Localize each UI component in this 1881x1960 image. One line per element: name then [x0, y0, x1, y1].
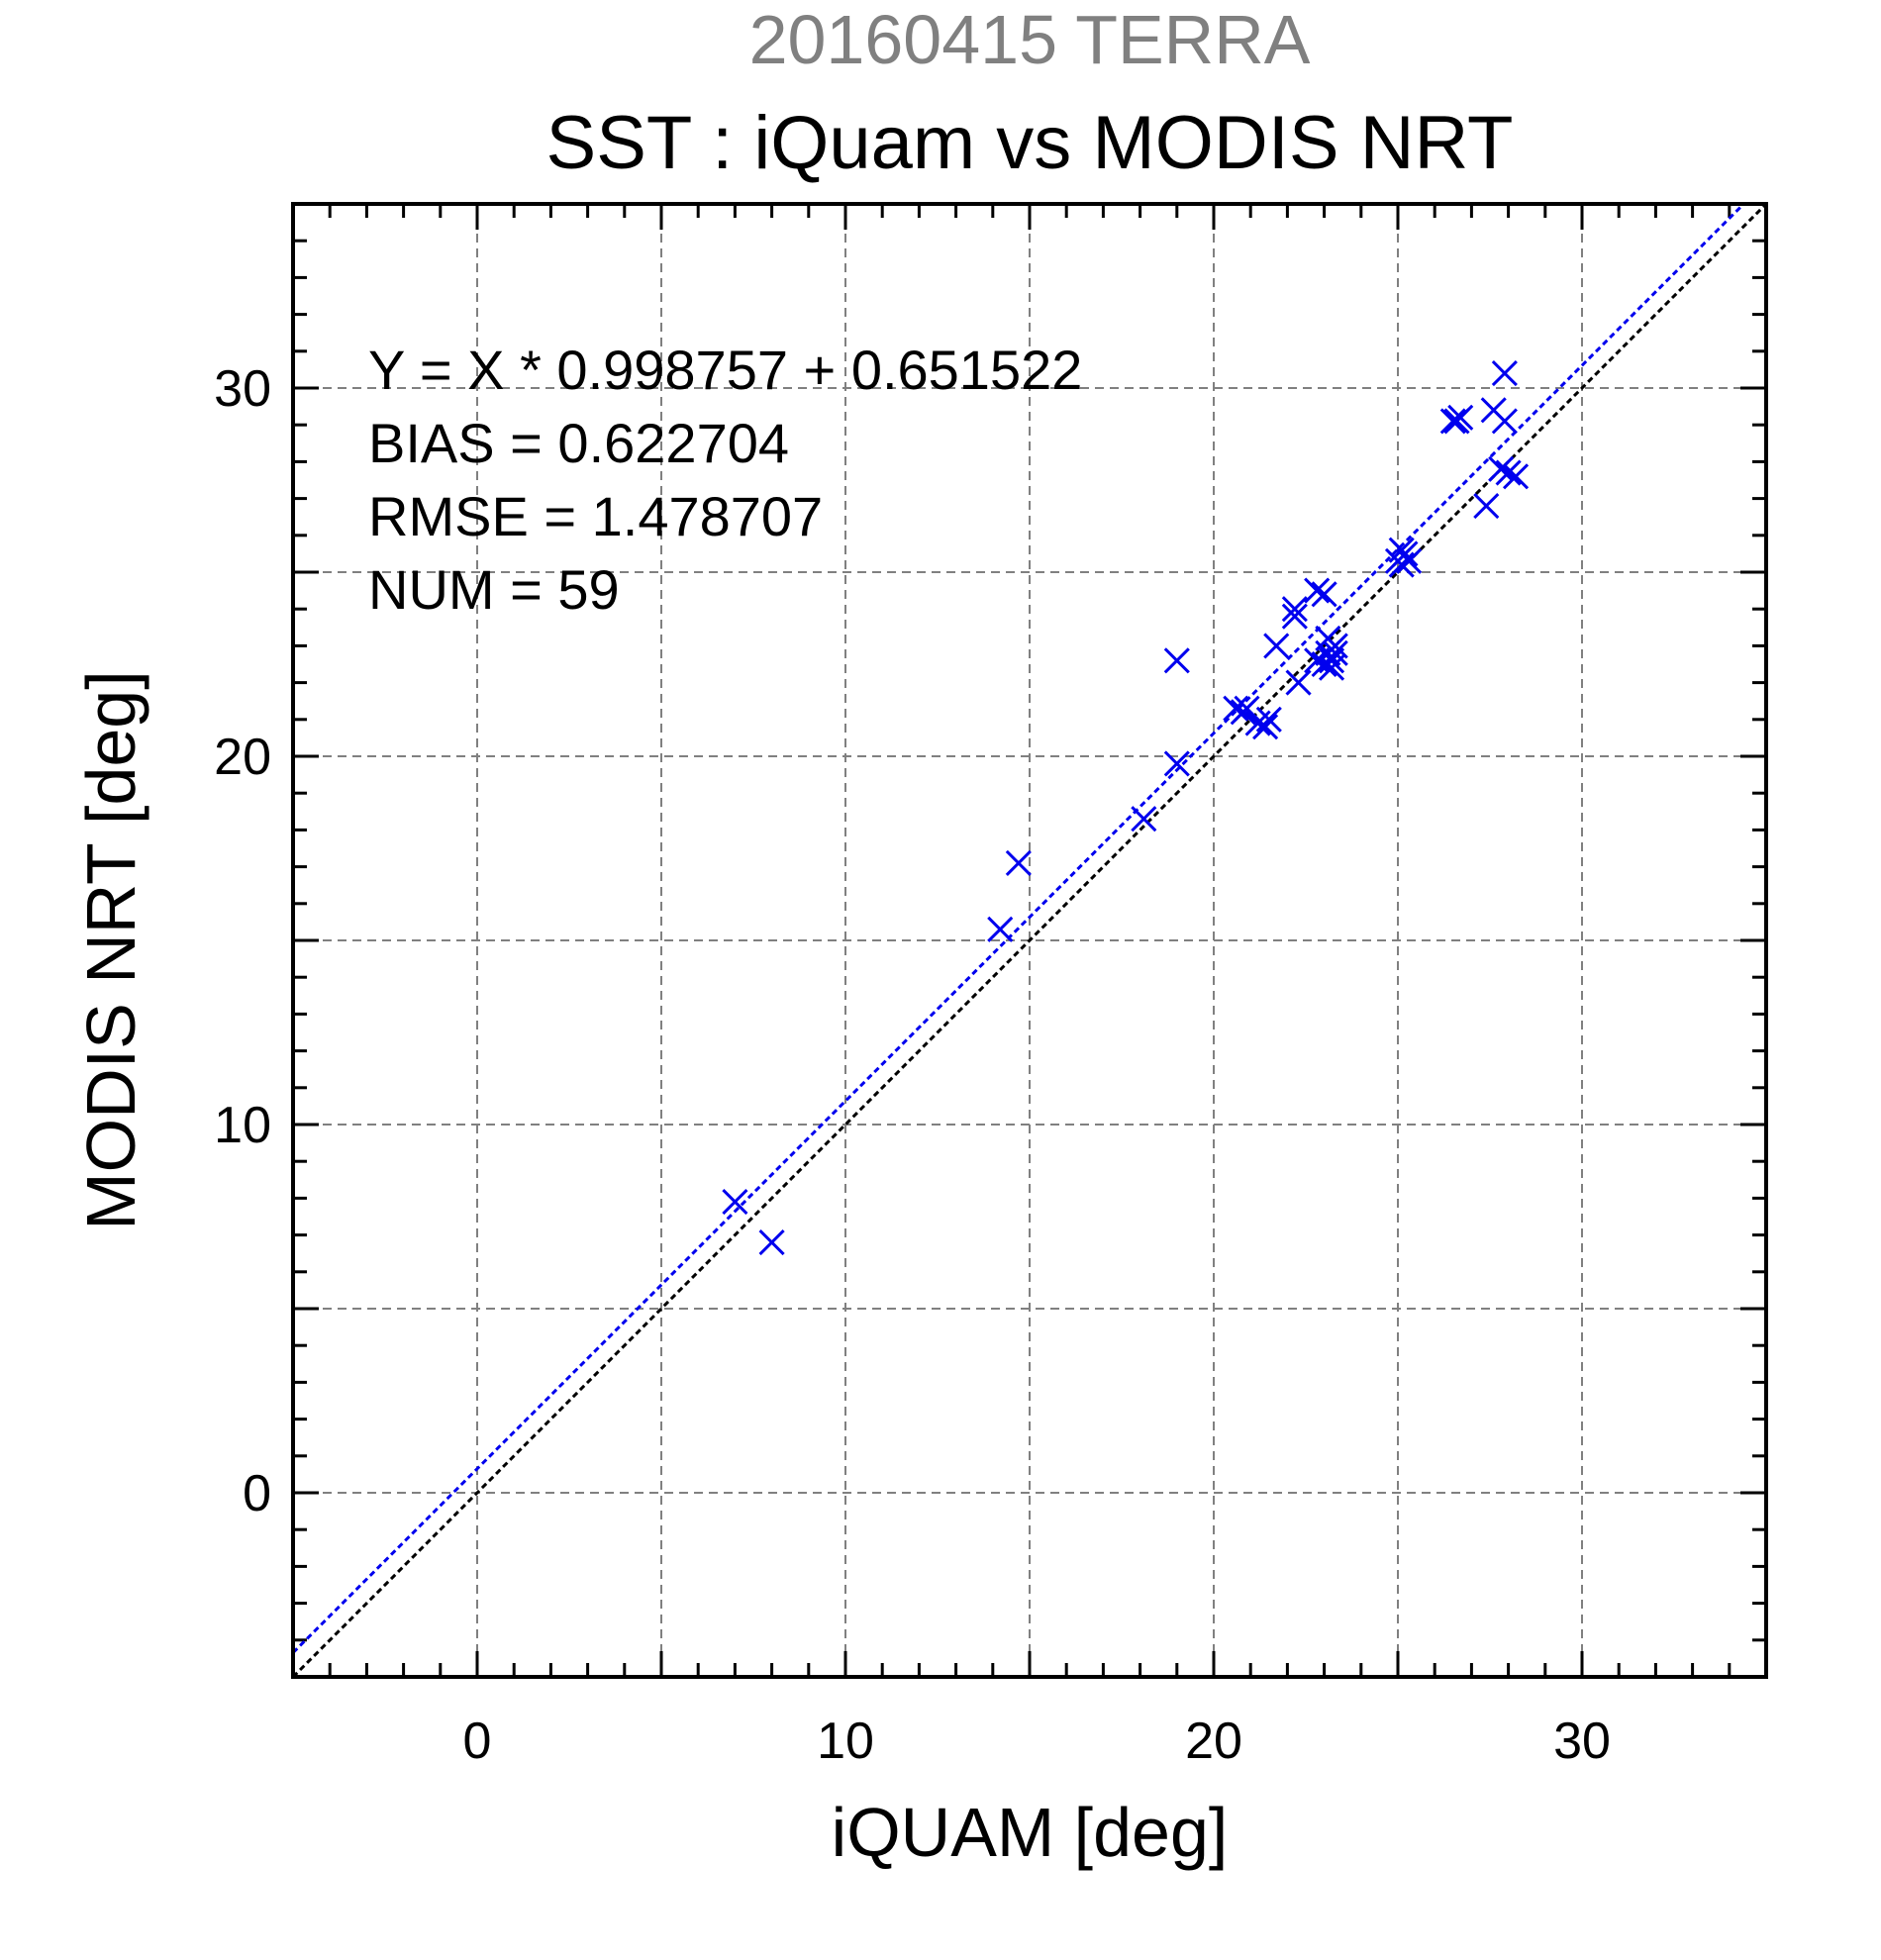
reference-lines	[293, 204, 1766, 1677]
plot-frame	[291, 202, 1768, 1679]
data-point	[1311, 581, 1337, 608]
data-point	[1163, 750, 1190, 777]
data-point	[1005, 849, 1032, 876]
data-point	[1473, 492, 1500, 520]
data-point	[722, 1189, 748, 1216]
stats-annotation: Y = X * 0.998757 + 0.651522 BIAS = 0.622…	[368, 339, 1082, 621]
regression-line	[293, 204, 1746, 1654]
stats-rmse: RMSE = 1.478707	[368, 485, 823, 547]
y-tick-label: 0	[243, 1465, 271, 1522]
y-tick-labels: 0 10 20 30	[214, 360, 271, 1522]
minor-ticks	[293, 204, 1766, 1677]
x-tick-label: 20	[1185, 1713, 1242, 1770]
data-point	[1495, 459, 1522, 486]
data-point	[1439, 408, 1466, 435]
data-point	[1318, 654, 1345, 681]
x-tick-label: 10	[817, 1713, 874, 1770]
data-point	[1255, 706, 1282, 733]
x-axis-label: iQUAM [deg]	[832, 1794, 1229, 1871]
grid-lines	[293, 204, 1766, 1677]
data-point	[1304, 577, 1331, 604]
data-point	[1163, 647, 1190, 674]
data-point	[1263, 633, 1290, 659]
data-point	[1322, 639, 1348, 666]
data-point	[1502, 463, 1530, 490]
chart-title: SST : iQuam vs MODIS NRT	[546, 101, 1514, 185]
x-tick-labels: 0 10 20 30	[463, 1713, 1611, 1770]
major-ticks	[293, 204, 1766, 1677]
data-point	[1491, 408, 1518, 435]
y-tick-label: 30	[214, 360, 271, 418]
data-points	[722, 360, 1530, 1256]
data-point	[1281, 603, 1308, 630]
y-tick-label: 10	[214, 1097, 271, 1154]
data-point	[1252, 714, 1279, 740]
chart-suptitle: 20160415 TERRA	[749, 1, 1311, 78]
stats-num: NUM = 59	[368, 558, 620, 621]
data-point	[1281, 596, 1308, 623]
data-point	[1318, 647, 1345, 674]
x-tick-label: 30	[1553, 1713, 1611, 1770]
data-point	[758, 1228, 785, 1256]
identity-line	[293, 204, 1766, 1677]
data-point	[1396, 547, 1423, 574]
data-point	[1447, 404, 1474, 431]
data-point	[1223, 695, 1249, 722]
data-point	[1285, 669, 1312, 696]
stats-bias: BIAS = 0.622704	[368, 412, 789, 474]
stats-fit-equation: Y = X * 0.998757 + 0.651522	[368, 339, 1082, 401]
y-tick-label: 20	[214, 729, 271, 786]
data-point	[987, 916, 1014, 942]
data-point	[1392, 540, 1419, 567]
data-point	[1488, 455, 1515, 482]
data-point	[1491, 360, 1518, 387]
data-point	[1131, 806, 1157, 833]
x-tick-label: 0	[463, 1713, 492, 1770]
data-point	[1322, 633, 1348, 659]
y-axis-label: MODIS NRT [deg]	[72, 670, 149, 1229]
